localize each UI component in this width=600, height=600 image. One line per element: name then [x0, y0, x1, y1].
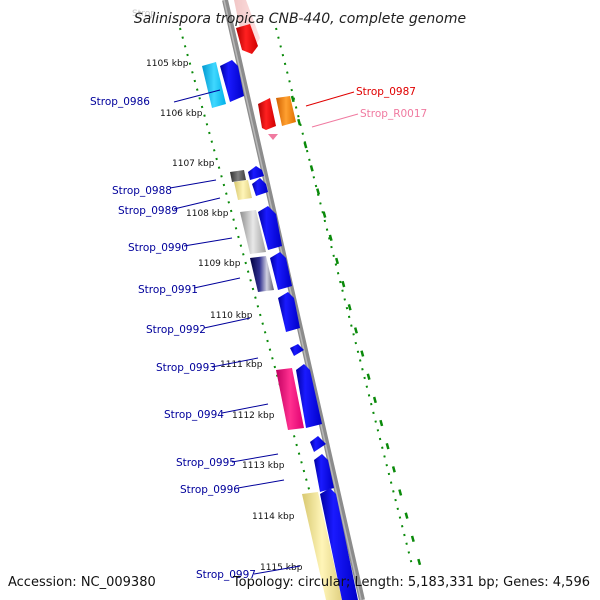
leader-strop-0993	[211, 357, 259, 368]
label-strop-0994[interactable]: Strop_0994	[164, 409, 224, 421]
topology-text: Topology: circular; Length: 5,183,331 bp…	[232, 575, 590, 590]
label-strop-0996[interactable]: Strop_0996	[180, 484, 240, 496]
leader-strop-0989	[173, 197, 221, 210]
gene-strop-0992-blue	[278, 292, 300, 332]
kbp-tick-1115: 1115 kbp	[260, 563, 303, 573]
gc-track-right-long	[290, 95, 422, 566]
leader-strop-0986	[173, 89, 221, 103]
kbp-tick-1107: 1107 kbp	[172, 159, 215, 169]
label-strop-0988[interactable]: Strop_0988	[112, 185, 172, 197]
gene-strop-0996-blue	[314, 454, 334, 492]
label-strop-0993[interactable]: Strop_0993	[156, 362, 216, 374]
leader-strop-0991	[193, 277, 241, 289]
leader-strop-0995	[231, 453, 279, 463]
gene-strop-0995-blue	[310, 436, 326, 452]
gene-strop-0990-blue	[258, 206, 282, 250]
leader-strop-0987	[305, 91, 355, 107]
leader-strop-0994	[221, 403, 269, 414]
kbp-tick-1105: 1105 kbp	[146, 59, 189, 69]
left-gene-labels: Strop_0986 Strop_0988 Strop_0989 Strop_0…	[90, 96, 256, 581]
leader-strop-0990	[183, 237, 233, 247]
label-strop-0989[interactable]: Strop_0989	[118, 205, 178, 217]
label-strop-0995[interactable]: Strop_0995	[176, 457, 236, 469]
leader-strop-0997	[253, 565, 301, 575]
gene-top-red	[236, 24, 258, 54]
label-strop-0990[interactable]: Strop_0990	[128, 242, 188, 254]
label-strop-0987[interactable]: Strop_0987	[356, 86, 416, 98]
left-label-leaders	[169, 89, 301, 575]
gene-strop-0987-red	[258, 98, 276, 130]
accession-text: Accession: NC_009380	[8, 575, 156, 590]
label-strop-0997[interactable]: Strop_0997	[196, 569, 256, 581]
gene-strop-0989-khaki	[234, 180, 252, 200]
label-strop-0992[interactable]: Strop_0992	[146, 324, 206, 336]
kbp-tick-1108: 1108 kbp	[186, 209, 229, 219]
gene-strop-0986-cyan	[202, 62, 226, 108]
gene-strop-0997-blue	[320, 488, 358, 600]
gene-strop-0986-blue	[220, 60, 244, 102]
kbp-ruler: 1105 kbp 1106 kbp 1107 kbp 1108 kbp 1109…	[146, 59, 303, 573]
gene-strop-0991-blue	[270, 252, 292, 290]
kbp-tick-1113: 1113 kbp	[242, 461, 285, 471]
gene-strop-0997-khaki	[302, 492, 342, 600]
map-title: Salinispora tropica CNB-440, complete ge…	[134, 11, 466, 27]
gene-strop-0994-pink	[276, 368, 304, 430]
gene-strop-0988-dark	[230, 170, 246, 182]
faded-top-label: Strop_	[132, 9, 161, 19]
gene-strop-0989-blue	[252, 178, 268, 196]
kbp-tick-1106: 1106 kbp	[160, 109, 203, 119]
kbp-tick-1112: 1112 kbp	[232, 411, 275, 421]
kbp-tick-1111: 1111 kbp	[220, 360, 263, 370]
leader-strop-r0017	[311, 113, 359, 128]
right-gene-labels: Strop_0987 Strop_R0017	[305, 86, 427, 128]
rrna-strop-r0017	[268, 134, 278, 140]
kbp-tick-1109: 1109 kbp	[198, 259, 241, 269]
kbp-tick-1110: 1110 kbp	[210, 311, 253, 321]
gene-strop-0991-navy	[250, 256, 274, 292]
label-strop-0986[interactable]: Strop_0986	[90, 96, 150, 108]
gc-dotted-tracks	[179, 27, 422, 600]
genes	[202, 60, 358, 600]
gene-strop-0994-blue	[296, 364, 322, 428]
gene-strop-0990-silver	[240, 210, 266, 254]
leader-strop-0996	[237, 479, 285, 489]
label-strop-r0017[interactable]: Strop_R0017	[360, 108, 427, 120]
gene-strop-0987-orange	[276, 96, 296, 126]
gene-strop-0993-blue	[290, 344, 304, 356]
leader-strop-0988	[169, 179, 217, 189]
gene-strop-0988-blue	[248, 166, 264, 180]
kbp-tick-1114: 1114 kbp	[252, 512, 295, 522]
label-strop-0991[interactable]: Strop_0991	[138, 284, 198, 296]
leader-strop-0992	[203, 317, 251, 329]
